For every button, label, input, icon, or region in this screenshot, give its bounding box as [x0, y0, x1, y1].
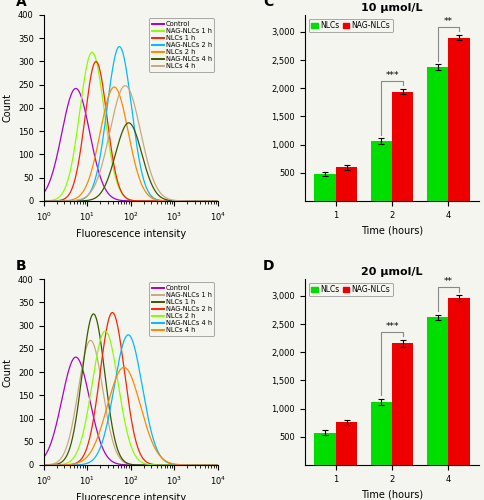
X-axis label: Fluorescence intensity: Fluorescence intensity	[76, 492, 186, 500]
Text: **: **	[444, 16, 453, 26]
Text: **: **	[444, 277, 453, 286]
Y-axis label: Count: Count	[2, 358, 13, 386]
Text: A: A	[15, 0, 27, 10]
Text: ***: ***	[385, 71, 399, 80]
Title: 20 μmol/L: 20 μmol/L	[361, 267, 423, 277]
X-axis label: Time (hours): Time (hours)	[361, 490, 423, 500]
Legend: Control, NAG-NLCs 1 h, NLCs 1 h, NAG-NLCs 2 h, NLCs 2 h, NAG-NLCs 4 h, NLCs 4 h: Control, NAG-NLCs 1 h, NLCs 1 h, NAG-NLC…	[149, 282, 214, 336]
Bar	[371, 141, 392, 201]
Bar	[448, 298, 469, 465]
Bar	[427, 67, 448, 201]
Text: D: D	[263, 260, 274, 274]
Legend: Control, NAG-NLCs 1 h, NLCs 1 h, NAG-NLCs 2 h, NLCs 2 h, NAG-NLCs 4 h, NLCs 4 h: Control, NAG-NLCs 1 h, NLCs 1 h, NAG-NLC…	[149, 18, 214, 72]
Text: B: B	[15, 260, 26, 274]
Bar	[336, 422, 357, 465]
Bar	[448, 38, 469, 201]
Text: C: C	[263, 0, 273, 10]
Y-axis label: Count: Count	[2, 94, 13, 122]
Bar	[427, 318, 448, 465]
Legend: NLCs, NAG-NLCs: NLCs, NAG-NLCs	[309, 19, 393, 32]
Legend: NLCs, NAG-NLCs: NLCs, NAG-NLCs	[309, 283, 393, 296]
X-axis label: Time (hours): Time (hours)	[361, 225, 423, 235]
Bar	[371, 402, 392, 465]
Bar	[392, 92, 413, 201]
Text: ***: ***	[385, 322, 399, 330]
Bar	[315, 174, 336, 201]
Bar	[336, 167, 357, 201]
X-axis label: Fluorescence intensity: Fluorescence intensity	[76, 228, 186, 238]
Bar	[315, 433, 336, 465]
Title: 10 μmol/L: 10 μmol/L	[361, 3, 423, 13]
Bar	[392, 344, 413, 465]
